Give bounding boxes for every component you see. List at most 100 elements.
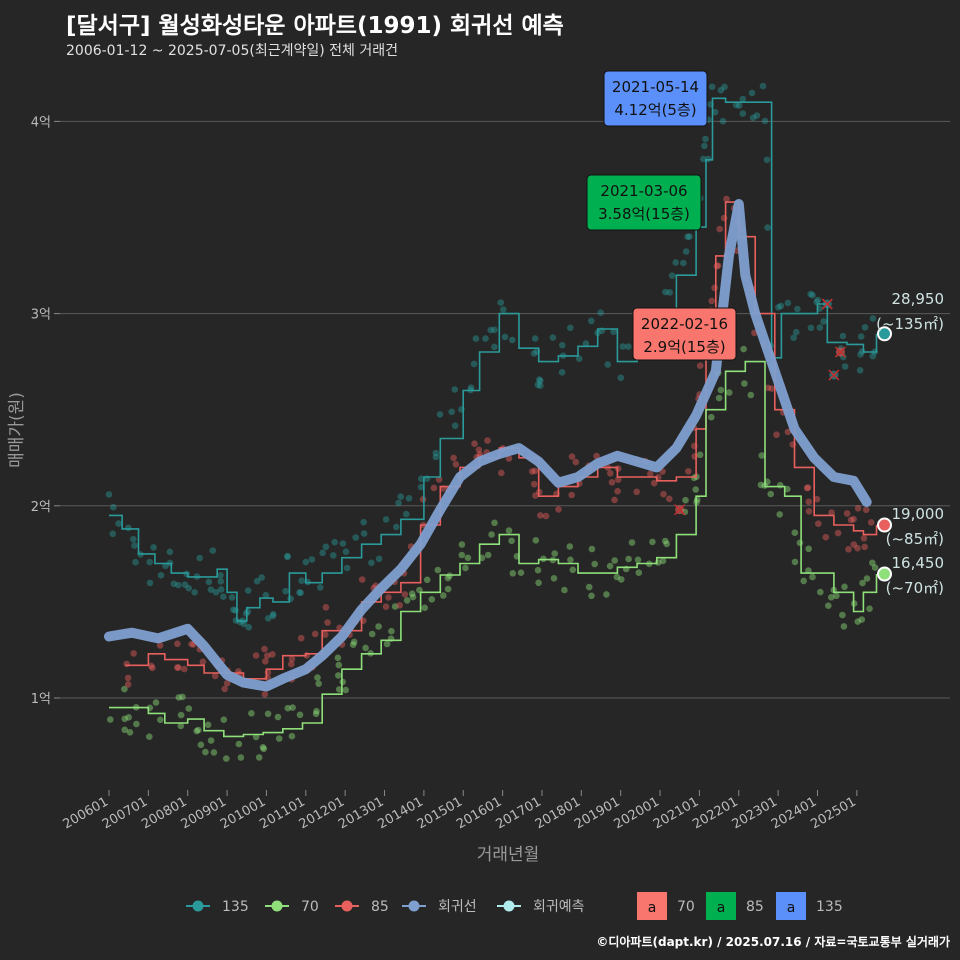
scatter-point-70	[567, 556, 574, 564]
scatter-point-85	[850, 541, 858, 548]
scatter-point-135	[432, 453, 440, 461]
scatter-point-135	[491, 326, 498, 334]
y-tick-label: 4억	[31, 115, 51, 130]
scatter-point-85	[531, 467, 539, 475]
scatter-point-70	[827, 594, 835, 601]
scatter-point-135	[302, 558, 310, 566]
scatter-point-70	[854, 618, 862, 625]
scatter-point-85	[805, 508, 813, 515]
scatter-point-70	[535, 579, 542, 587]
scatter-point-70	[628, 539, 636, 546]
scatter-point-70	[335, 686, 343, 693]
scatter-point-85	[430, 484, 438, 492]
scatter-point-70	[210, 749, 218, 756]
scatter-point-85	[385, 594, 392, 601]
scatter-point-135	[869, 315, 877, 322]
scatter-point-70	[125, 714, 132, 721]
scatter-point-85	[148, 662, 155, 670]
scatter-point-135	[761, 117, 769, 125]
annotation-date: 2021-03-06	[600, 182, 687, 200]
scatter-point-70	[725, 389, 733, 396]
scatter-point-85	[784, 428, 792, 436]
forecast-point-85	[877, 517, 893, 533]
scatter-point-70	[791, 529, 799, 536]
scatter-point-70	[312, 710, 320, 718]
scatter-point-70	[296, 711, 304, 719]
scatter-point-135	[262, 591, 270, 599]
scatter-point-135	[617, 374, 625, 382]
scatter-point-85	[716, 225, 723, 233]
chart-subtitle: 2006-01-12 ~ 2025-07-05(최근계약일) 전체 거래건	[66, 43, 398, 59]
scatter-point-135	[534, 381, 542, 389]
scatter-point-135	[777, 302, 785, 310]
scatter-point-70	[588, 592, 595, 600]
scatter-point-85	[505, 455, 513, 462]
scatter-point-135	[567, 324, 574, 332]
scatter-point-135	[244, 587, 252, 594]
scatter-point-135	[451, 422, 459, 430]
scatter-point-135	[308, 556, 316, 563]
scatter-point-135	[536, 376, 543, 383]
scatter-point-70	[197, 741, 205, 749]
scatter-point-70	[177, 722, 185, 730]
scatter-point-135	[588, 317, 595, 325]
scatter-point-70	[708, 413, 715, 421]
scatter-point-85	[199, 658, 207, 666]
scatter-point-70	[561, 586, 568, 594]
scatter-point-85	[288, 660, 295, 668]
scatter-point-85	[498, 469, 505, 477]
scatter-point-70	[259, 744, 267, 751]
scatter-point-70	[121, 685, 128, 693]
scatter-point-85	[614, 476, 622, 484]
scatter-point-70	[618, 576, 625, 583]
scatter-point-135	[700, 155, 707, 163]
scatter-point-85	[847, 516, 855, 524]
scatter-point-135	[575, 355, 583, 363]
scatter-point-85	[471, 440, 478, 448]
scatter-point-70	[509, 570, 517, 577]
scatter-point-135	[807, 324, 815, 332]
scatter-point-70	[146, 733, 153, 740]
scatter-point-85	[175, 664, 182, 671]
scatter-point-70	[841, 583, 848, 591]
scatter-point-85	[804, 484, 812, 491]
scatter-point-135	[784, 299, 792, 307]
scatter-point-85	[223, 679, 231, 687]
scatter-point-70	[334, 654, 342, 662]
scatter-point-135	[735, 102, 743, 109]
scatter-point-135	[317, 584, 324, 591]
scatter-point-70	[423, 576, 431, 584]
scatter-point-135	[537, 377, 544, 385]
scatter-point-70	[662, 537, 669, 545]
scatter-point-70	[179, 693, 186, 701]
scatter-point-70	[825, 602, 832, 609]
scatter-point-135	[820, 318, 827, 325]
scatter-point-135	[319, 549, 326, 557]
scatter-point-85	[288, 655, 296, 663]
scatter-point-70	[264, 710, 272, 718]
scatter-point-135	[181, 581, 189, 588]
scatter-point-70	[315, 680, 323, 687]
scatter-point-70	[603, 591, 610, 598]
scatter-point-135	[857, 351, 864, 358]
scatter-point-70	[840, 623, 848, 630]
scatter-point-135	[701, 142, 708, 150]
scatter-point-135	[537, 382, 544, 390]
forecast-area-label: (~135㎡)	[876, 315, 944, 333]
scatter-point-85	[261, 691, 269, 698]
scatter-point-135	[668, 272, 676, 280]
scatter-point-85	[572, 458, 580, 466]
scatter-point-85	[181, 665, 188, 673]
scatter-point-70	[809, 573, 816, 581]
scatter-point-85	[484, 437, 491, 444]
x-tick-label: 202501	[808, 794, 858, 832]
scatter-point-70	[408, 590, 416, 597]
scatter-point-135	[816, 324, 824, 331]
scatter-point-85	[633, 488, 640, 496]
scatter-point-85	[845, 546, 852, 553]
scatter-point-85	[764, 384, 772, 392]
scatter-point-135	[748, 89, 756, 97]
scatter-point-85	[221, 685, 228, 693]
scatter-point-135	[269, 612, 277, 620]
